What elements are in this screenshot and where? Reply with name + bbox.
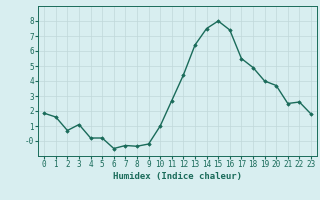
X-axis label: Humidex (Indice chaleur): Humidex (Indice chaleur)	[113, 172, 242, 181]
